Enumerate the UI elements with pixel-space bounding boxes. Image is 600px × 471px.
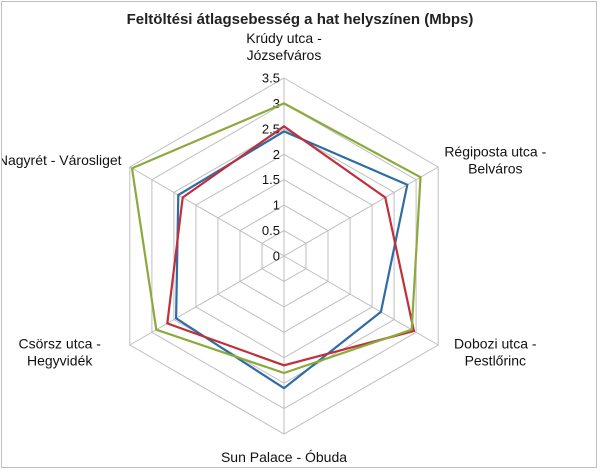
category-label-line: Pestlőrinc [465,353,526,369]
tick-label: 3.5 [262,71,280,86]
category-label: Régiposta utca -Belváros [444,144,546,177]
tick-label: 1 [273,198,280,213]
spoke-line [129,166,285,257]
chart-title: Feltöltési átlagsebesség a hat helyszíne… [127,11,474,28]
category-labels: Krúdy utca -Józsefváros Régiposta utca -B… [2,30,547,465]
category-label-line: Józsefváros [247,47,322,63]
series-line [174,130,409,390]
radial-tick-labels: 00.511.522.533.5 [262,71,280,264]
series-line [166,124,416,367]
tick-label: 2 [273,147,280,162]
category-label-line: Dobozi utca - [454,336,537,352]
tick-label: 3 [273,96,280,111]
category-label-line: Csörsz utca - [18,336,101,352]
category-label: Krúdy utca -Józsefváros [246,30,322,63]
category-label: Dobozi utca -Pestlőrinc [454,336,537,369]
tick-label: 0 [273,249,280,264]
category-label-line: Hegyvidék [27,353,93,369]
category-label-line: Belváros [468,161,522,177]
category-label-line: Nagyrét - Városliget [2,152,122,168]
series-line [130,102,422,375]
series-lines [130,102,422,390]
category-label: Sun Palace - Óbuda [221,449,347,465]
tick-label: 1.5 [262,172,280,187]
spoke-line [283,166,439,257]
category-label-line: Krúdy utca - [246,30,322,46]
category-label: Csörsz utca -Hegyvidék [18,336,101,369]
category-label-line: Régiposta utca - [444,144,546,160]
tick-label: 0.5 [262,223,280,238]
category-label: Nagyrét - Városliget [2,152,122,168]
category-label-line: Sun Palace - Óbuda [221,449,347,465]
